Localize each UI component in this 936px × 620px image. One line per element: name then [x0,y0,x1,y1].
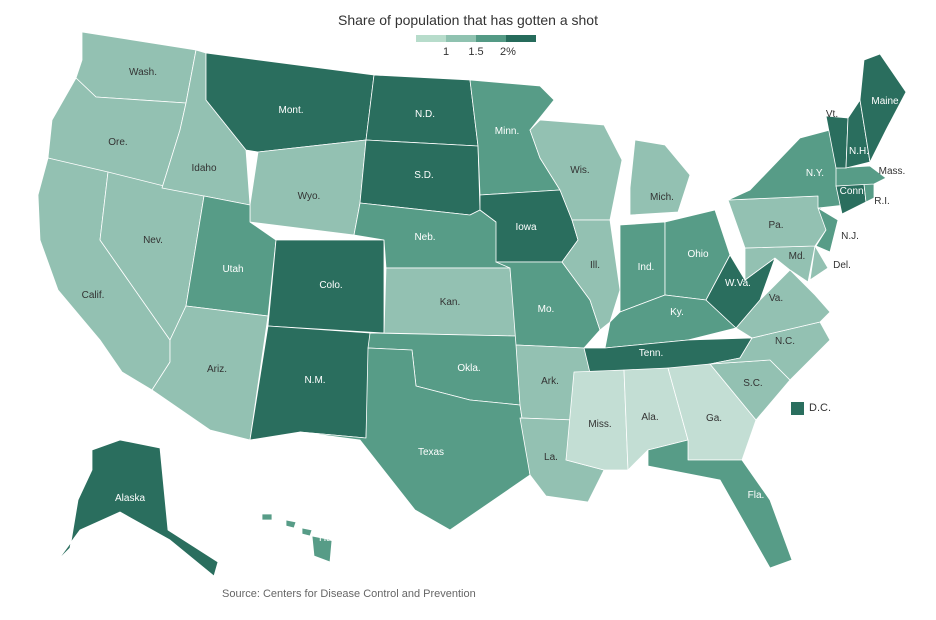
state-me [859,53,907,163]
state-label-ga: Ga. [706,413,722,424]
state-label-il: Ill. [590,260,600,271]
state-label-or: Ore. [108,137,127,148]
state-label-al: Ala. [641,412,658,423]
state-label-ri: R.I. [874,196,890,207]
state-label-az: Ariz. [207,364,227,375]
chart-title: Share of population that has gotten a sh… [338,12,598,28]
state-label-vt: Vt. [826,109,838,120]
state-label-wv: W.Va. [725,278,751,289]
state-label-id: Idaho [191,163,216,174]
state-label-mn: Minn. [495,126,519,137]
legend-swatch-4 [506,35,536,42]
state-label-ne: Neb. [414,232,435,243]
state-label-wa: Wash. [129,67,157,78]
state-label-ok: Okla. [457,363,480,374]
state-mi [629,139,691,216]
state-ms [565,369,629,471]
state-label-ks: Kan. [440,297,461,308]
legend-swatch-3 [476,35,506,42]
state-label-md: Md. [789,251,806,262]
legend-tick-2: 2% [500,46,516,58]
state-label-ca: Calif. [82,290,105,301]
state-ma [835,165,887,187]
state-label-ms: Miss. [588,419,611,430]
state-label-ny: N.Y. [806,168,824,179]
dc-label: D.C. [809,402,831,414]
state-label-hi: Hawaii [319,533,349,544]
state-de [809,245,829,281]
state-wy [249,139,367,236]
legend-swatch-2 [446,35,476,42]
state-label-ut: Utah [222,264,243,275]
state-label-ar: Ark. [541,376,559,387]
state-label-oh: Ohio [687,249,709,260]
legend: 1 1.5 2% [416,35,536,65]
state-label-ky: Ky. [670,307,684,318]
legend-tick-1: 1 [442,46,450,58]
state-label-nd: N.D. [415,109,435,120]
state-label-nm: N.M. [304,375,325,386]
state-fl [647,439,793,569]
state-label-in: Ind. [638,262,655,273]
state-ak [43,439,219,577]
state-label-wi: Wis. [570,165,589,176]
state-nj [815,207,839,253]
state-va [735,269,831,339]
state-label-nc: N.C. [775,336,795,347]
state-label-me: Maine [871,96,899,107]
state-hi [261,513,333,563]
state-label-de: Del. [833,260,851,271]
legend-swatch-1 [416,35,446,42]
state-label-sd: S.D. [414,170,433,181]
state-label-sc: S.C. [743,378,762,389]
state-label-mi: Mich. [650,192,674,203]
state-label-wy: Wyo. [298,191,321,202]
state-label-tx: Texas [418,447,444,458]
state-label-va: Va. [769,293,783,304]
state-az [151,305,269,441]
source-note: Source: Centers for Disease Control and … [222,588,476,600]
state-label-mo: Mo. [538,304,555,315]
legend-tick-1-5: 1.5 [468,46,484,58]
state-il [561,219,621,331]
state-label-nj: N.J. [841,231,859,242]
state-label-ct: Conn. [840,186,867,197]
state-label-nv: Nev. [143,235,163,246]
state-label-fl: Fla. [748,490,765,501]
state-label-pa: Pa. [768,220,783,231]
dc-swatch [791,402,804,415]
state-label-ma: Mass. [879,166,906,177]
state-label-la: La. [544,452,558,463]
state-label-nh: N.H. [849,146,869,157]
state-label-ia: Iowa [515,222,537,233]
state-tx [299,347,531,531]
state-label-tn: Tenn. [639,348,663,359]
state-label-ak: Alaska [115,493,145,504]
state-label-mt: Mont. [278,105,303,116]
state-label-co: Colo. [319,280,342,291]
